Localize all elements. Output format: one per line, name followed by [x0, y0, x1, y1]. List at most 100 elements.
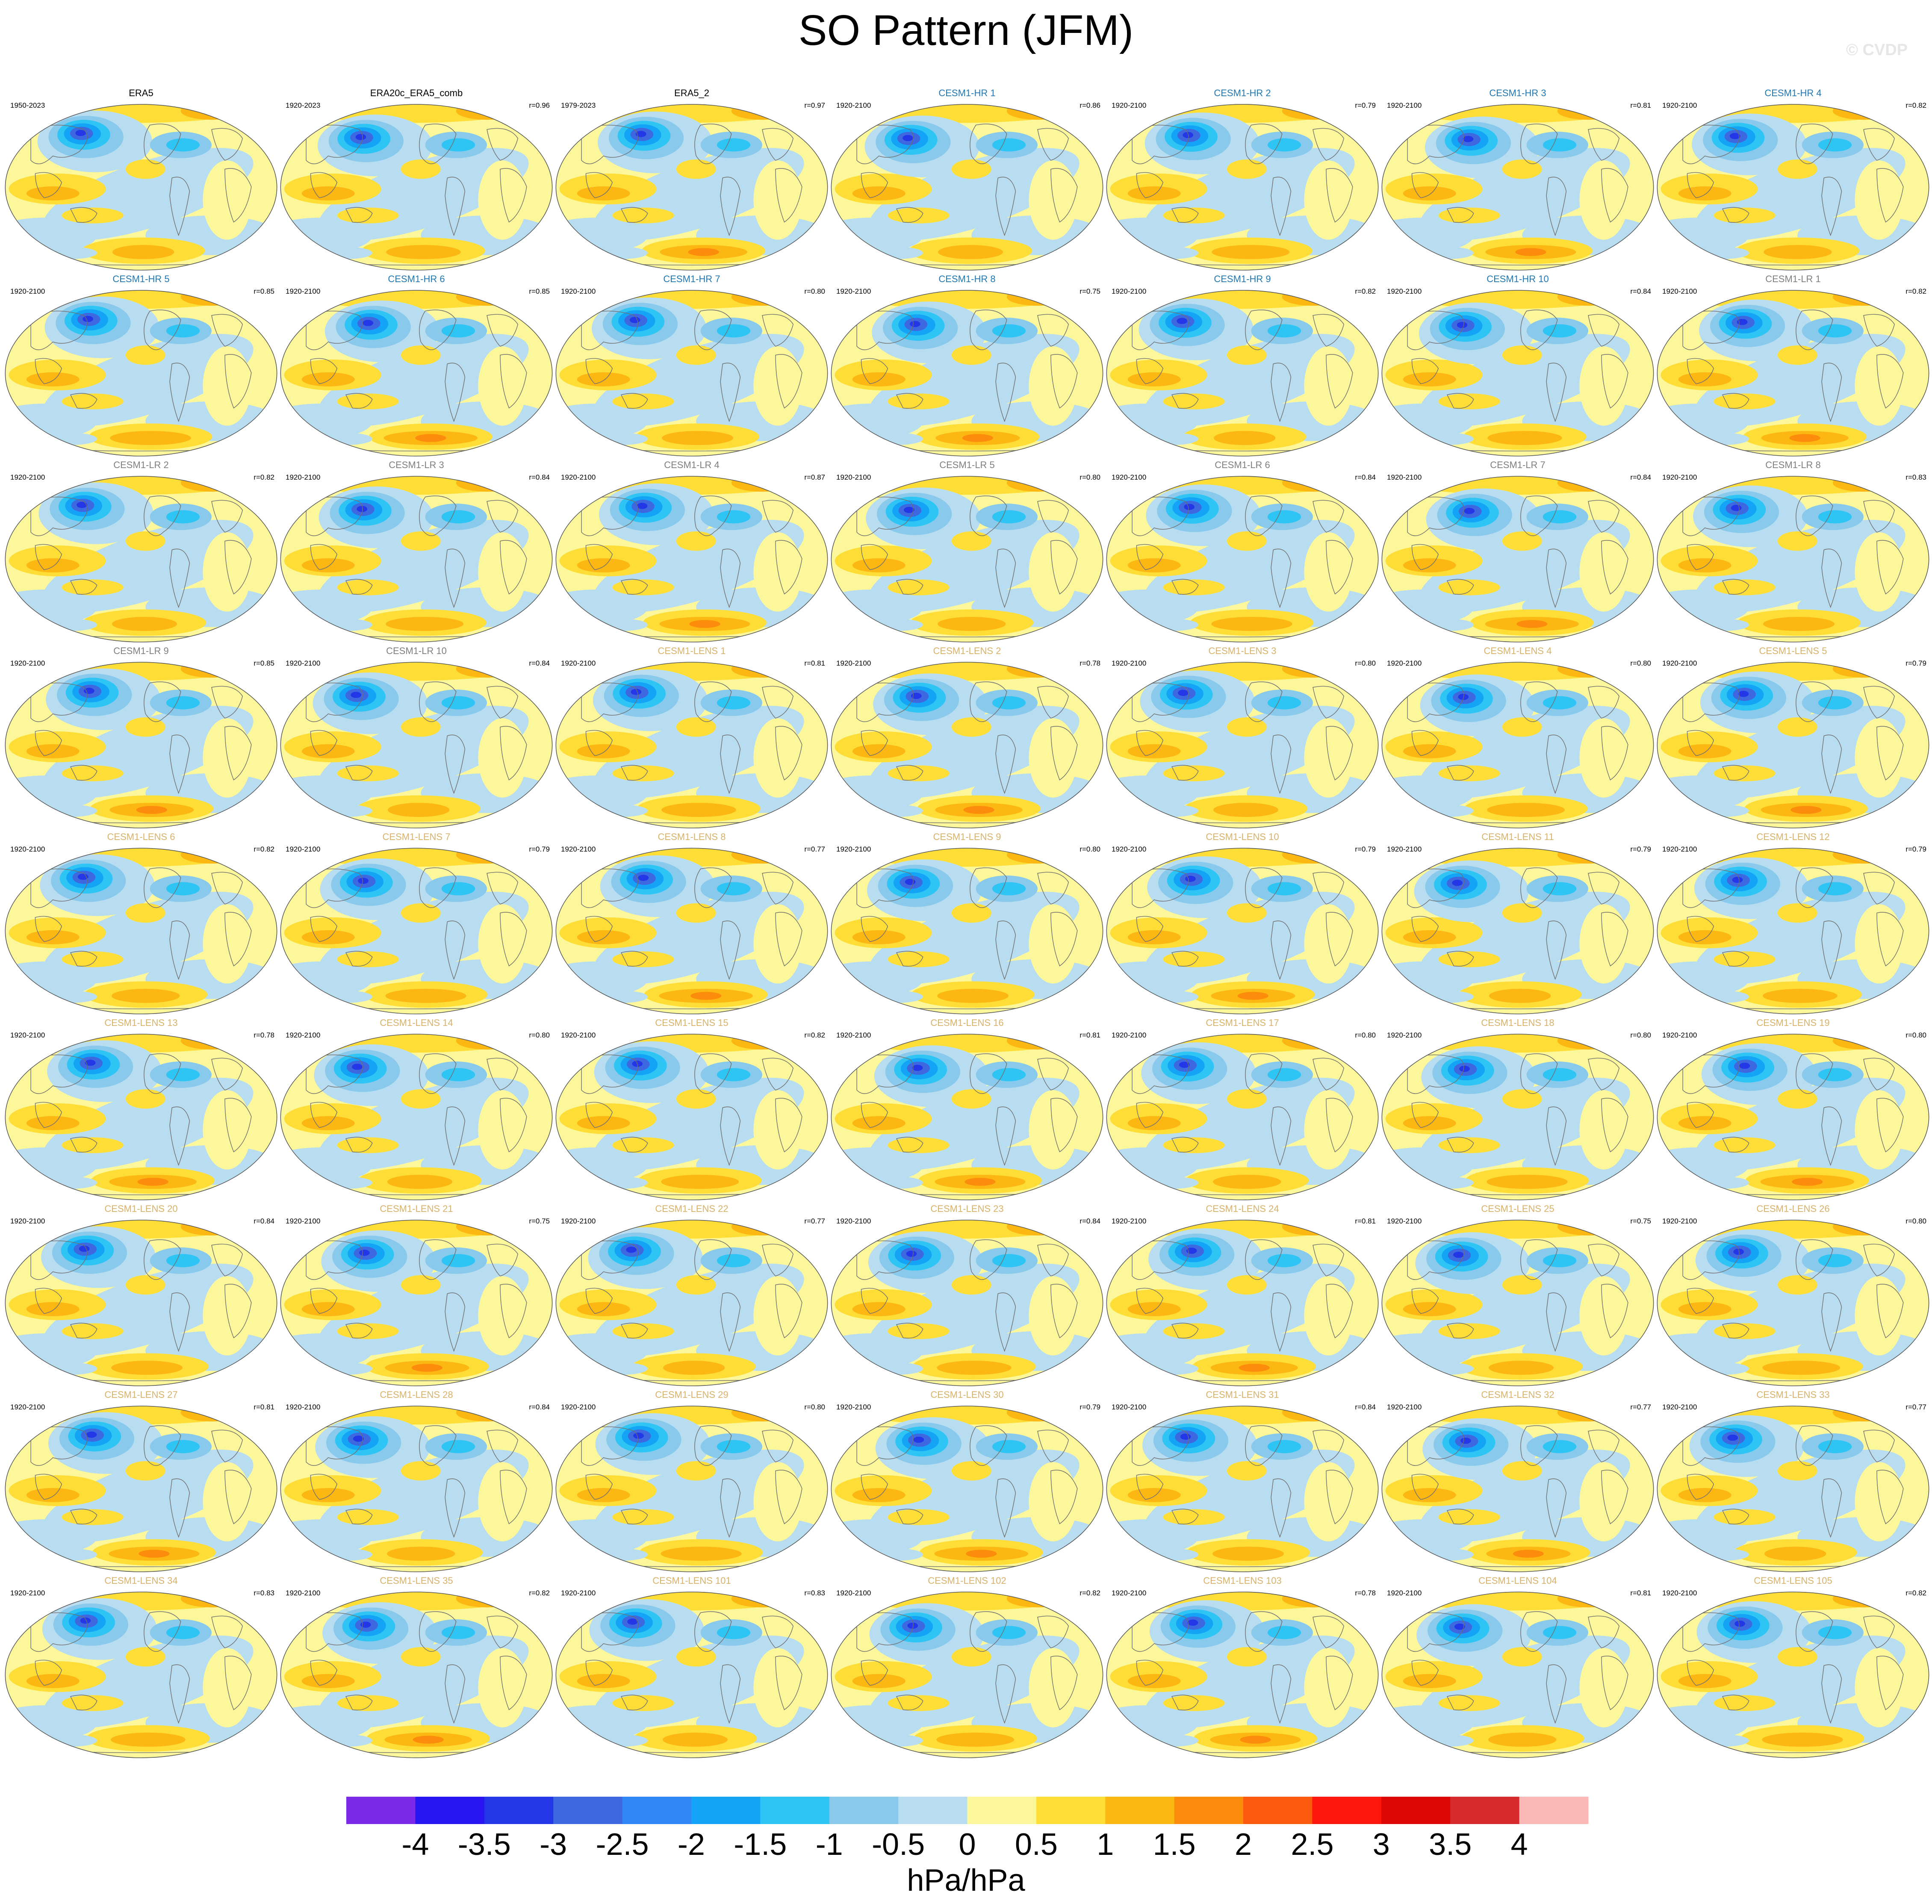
panel-name: CESM1-LENS 35	[380, 1575, 453, 1586]
map-panel: CESM1-LR 9 1920-2100 r=0.85	[4, 645, 278, 829]
panel-name: CESM1-HR 10	[1487, 274, 1549, 284]
panel-name: CESM1-LENS 18	[1481, 1017, 1554, 1028]
colorbar-tick-label: -0.5	[872, 1827, 925, 1862]
colorbar-tick-label: -2	[678, 1827, 705, 1862]
regression-map	[831, 290, 1103, 457]
panel-correlation: r=0.82	[254, 473, 274, 481]
map-panel: CESM1-LENS 27 1920-2100 r=0.81	[4, 1389, 278, 1573]
panel-name: CESM1-LENS 2	[933, 645, 1001, 656]
panel-correlation: r=0.84	[529, 659, 550, 667]
panel-correlation: r=0.83	[254, 1589, 274, 1597]
regression-map	[555, 1406, 828, 1572]
regression-map	[280, 848, 553, 1014]
panel-period: 1920-2100	[836, 1217, 871, 1225]
colorbar-tick-label: -3	[540, 1827, 567, 1862]
regression-map	[1657, 1220, 1929, 1386]
map-panel: CESM1-HR 6 1920-2100 r=0.85	[280, 274, 553, 457]
panel-period: 1920-2100	[10, 659, 45, 667]
panel-correlation: r=0.81	[1630, 1589, 1651, 1597]
colorbar-swatch	[829, 1797, 899, 1824]
panel-name: CESM1-LENS 30	[930, 1389, 1004, 1400]
colorbar-tick-label: -2.5	[596, 1827, 649, 1862]
regression-map	[5, 476, 277, 643]
map-panel: CESM1-LR 6 1920-2100 r=0.84	[1106, 460, 1379, 643]
panel-correlation: r=0.81	[254, 1403, 274, 1411]
map-panel: CESM1-LENS 7 1920-2100 r=0.79	[280, 831, 553, 1015]
regression-map	[280, 290, 553, 457]
panel-period: 1920-2100	[561, 1031, 596, 1039]
map-panel: CESM1-LENS 2 1920-2100 r=0.78	[830, 645, 1104, 829]
map-panel: CESM1-LENS 13 1920-2100 r=0.78	[4, 1017, 278, 1201]
panel-correlation: r=0.84	[254, 1217, 274, 1225]
panel-name: CESM1-HR 6	[388, 274, 445, 284]
colorbar-tick-label: 1.5	[1153, 1827, 1196, 1862]
panel-period: 1920-2100	[836, 287, 871, 295]
watermark: © CVDP	[1846, 41, 1908, 59]
panel-correlation: r=0.84	[1355, 1403, 1376, 1411]
map-panel: CESM1-HR 1 1920-2100 r=0.86	[830, 88, 1104, 271]
panel-correlation: r=0.79	[1355, 101, 1376, 109]
panel-period: 1920-2100	[561, 659, 596, 667]
regression-map	[555, 848, 828, 1014]
colorbar-tick-label: -3.5	[458, 1827, 511, 1862]
map-panel: CESM1-LENS 21 1920-2100 r=0.75	[280, 1203, 553, 1387]
regression-map	[1381, 1220, 1654, 1386]
panel-name: CESM1-LR 9	[113, 645, 169, 656]
regression-map	[5, 290, 277, 457]
panel-period: 1920-2100	[561, 1217, 596, 1225]
panel-period: 1979-2023	[561, 101, 596, 109]
regression-map	[1657, 662, 1929, 828]
panel-period: 1920-2100	[561, 845, 596, 853]
panel-period: 1920-2100	[561, 1589, 596, 1597]
panel-name: CESM1-LENS 6	[107, 831, 175, 842]
colorbar-tick-label: 3.5	[1429, 1827, 1472, 1862]
map-panel: CESM1-LENS 10 1920-2100 r=0.79	[1106, 831, 1379, 1015]
panel-period: 1920-2100	[286, 845, 321, 853]
map-panel: CESM1-LENS 1 1920-2100 r=0.81	[555, 645, 829, 829]
panel-correlation: r=0.77	[804, 845, 825, 853]
panel-name: CESM1-LENS 26	[1756, 1203, 1830, 1214]
panel-correlation: r=0.85	[254, 659, 274, 667]
panel-name: CESM1-LENS 25	[1481, 1203, 1554, 1214]
panel-correlation: r=0.82	[1355, 287, 1376, 295]
map-panel: CESM1-LENS 17 1920-2100 r=0.80	[1106, 1017, 1379, 1201]
panel-period: 1920-2100	[1112, 659, 1147, 667]
regression-map	[1106, 848, 1379, 1014]
colorbar-swatch	[898, 1797, 967, 1824]
panel-correlation: r=0.82	[254, 845, 274, 853]
map-panel: CESM1-HR 3 1920-2100 r=0.81	[1381, 88, 1655, 271]
regression-map	[1657, 290, 1929, 457]
panel-correlation: r=0.75	[1080, 287, 1100, 295]
panel-period: 1920-2100	[1387, 101, 1422, 109]
map-panel: CESM1-LENS 24 1920-2100 r=0.81	[1106, 1203, 1379, 1387]
colorbar-tick-label: -1	[816, 1827, 843, 1862]
panel-period: 1920-2100	[1112, 1031, 1147, 1039]
panel-name: CESM1-LENS 11	[1481, 831, 1554, 842]
panel-name: CESM1-LENS 105	[1754, 1575, 1832, 1586]
panel-name: CESM1-HR 9	[1214, 274, 1271, 284]
map-panel: CESM1-LENS 5 1920-2100 r=0.79	[1656, 645, 1930, 829]
colorbar-swatch	[1312, 1797, 1382, 1824]
panel-period: 1920-2100	[1662, 845, 1697, 853]
panel-correlation: r=0.80	[1355, 659, 1376, 667]
regression-map	[831, 104, 1103, 271]
panel-correlation: r=0.75	[1630, 1217, 1651, 1225]
panel-period: 1920-2100	[1662, 1403, 1697, 1411]
panel-name: CESM1-LR 1	[1765, 274, 1821, 284]
panel-name: CESM1-LR 4	[664, 460, 720, 470]
panel-period: 1920-2100	[1112, 1589, 1147, 1597]
panel-name: CESM1-HR 7	[663, 274, 720, 284]
panel-period: 1920-2100	[1387, 1403, 1422, 1411]
panel-correlation: r=0.79	[1355, 845, 1376, 853]
panel-period: 1920-2100	[1387, 1589, 1422, 1597]
panel-period: 1920-2100	[1662, 1589, 1697, 1597]
regression-map	[1381, 476, 1654, 643]
colorbar-swatch	[1381, 1797, 1451, 1824]
panel-period: 1920-2100	[836, 659, 871, 667]
panel-period: 1920-2100	[1387, 287, 1422, 295]
map-panel: ERA5_2 1979-2023 r=0.97	[555, 88, 829, 271]
panel-name: CESM1-LENS 28	[380, 1389, 453, 1400]
map-panel: CESM1-LENS 11 1920-2100 r=0.79	[1381, 831, 1655, 1015]
regression-map	[5, 662, 277, 828]
panel-correlation: r=0.86	[1080, 101, 1100, 109]
